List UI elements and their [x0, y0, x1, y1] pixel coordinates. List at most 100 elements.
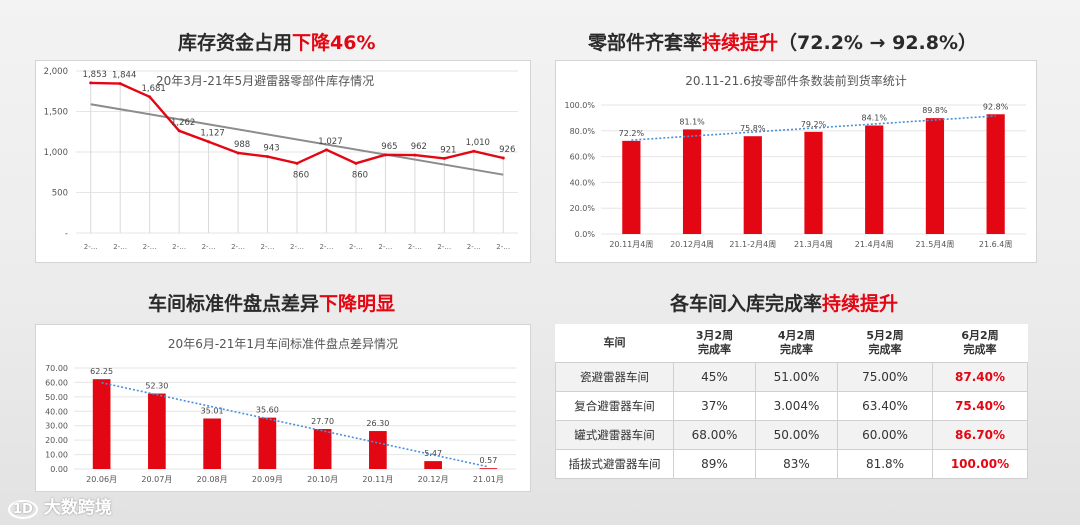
x-tick-label: 20.06月 — [86, 475, 117, 484]
table-cell-workshop: 罐式避雷器车间 — [555, 420, 674, 450]
y-tick-label: 40.0% — [570, 178, 596, 187]
table-cell: 50.00% — [755, 420, 838, 450]
data-point — [383, 153, 387, 157]
bar — [92, 379, 111, 469]
x-tick-label: 2-… — [349, 243, 363, 251]
bar — [313, 429, 332, 469]
heading-kitting-highlight: 持续提升 — [702, 32, 779, 54]
data-point — [177, 129, 181, 133]
heading-inventory-text: 库存资金占用 — [178, 32, 293, 54]
table-cell: 60.00% — [837, 420, 933, 450]
variance-chart-panel: 70.00 60.00 50.00 40.00 30.00 20.00 10.00 0.00 6… — [35, 324, 531, 492]
bar-label: 81.1% — [679, 117, 705, 126]
x-tick-label: 20.11月 — [362, 475, 393, 484]
header-jun-week2-label: 6月2周 — [961, 329, 999, 342]
y-tick-label: 2,000 — [44, 67, 68, 77]
bar-label: 5.47 — [424, 449, 442, 458]
heading-inventory: 库存资金占用下降46% — [178, 28, 376, 55]
heading-variance-text: 车间标准件盘点差异 — [148, 293, 320, 315]
x-tick-label: 2-… — [467, 243, 481, 251]
y-tick-label: 1,000 — [44, 148, 68, 158]
bar — [479, 468, 498, 469]
data-label: 1,844 — [112, 71, 136, 81]
x-tick-label: 2-… — [261, 243, 275, 251]
x-tick-label: 20.07月 — [141, 475, 172, 484]
data-label: 1,681 — [141, 84, 165, 94]
table-row: 复合避雷器车间 37% 3.004% 63.40% 75.40% — [555, 391, 1028, 421]
data-point — [266, 155, 270, 159]
y-tick-label: 20.0% — [570, 204, 596, 213]
bar-label: 62.25 — [90, 367, 113, 376]
data-point — [89, 81, 93, 85]
data-label: 1,127 — [200, 129, 224, 139]
x-tick-label: 20.10月 — [307, 475, 338, 484]
x-tick-label: 2-… — [143, 243, 157, 251]
table-row: 插拔式避雷器车间 89% 83% 81.8% 100.00% — [555, 449, 1028, 479]
y-tick-label: 0.00 — [50, 465, 68, 474]
bar-label: 84.1% — [862, 114, 888, 123]
x-tick-label: 20.11月4周 — [609, 240, 653, 249]
bar-label: 27.70 — [311, 417, 334, 426]
data-point — [413, 153, 417, 157]
y-tick-label: 500 — [52, 189, 68, 199]
y-tick-label: 50.00 — [45, 393, 68, 402]
y-tick-label: - — [65, 229, 68, 239]
bar — [622, 140, 641, 234]
header-mar-week2-label: 3月2周 — [695, 329, 734, 342]
variance-chart: 70.00 60.00 50.00 40.00 30.00 20.00 10.00 0.00 6… — [45, 364, 516, 484]
heading-completion: 各车间入库完成率持续提升 — [670, 289, 898, 316]
bar-label: 92.8% — [983, 102, 1009, 111]
x-tick-label: 21.3月4周 — [794, 240, 833, 249]
bar — [424, 461, 442, 469]
table-cell-workshop: 插拔式避雷器车间 — [555, 449, 674, 479]
table-cell: 75.00% — [837, 362, 933, 392]
bar — [743, 136, 762, 234]
brand-logo: 1D 大数跨境 — [8, 493, 112, 519]
data-point — [324, 148, 328, 152]
table-cell-highlight: 75.40% — [932, 391, 1028, 421]
data-label: 965 — [381, 142, 397, 152]
table-cell: 83% — [755, 449, 838, 479]
y-tick-label: 1,500 — [44, 108, 68, 118]
y-tick-label: 20.00 — [45, 436, 68, 445]
data-point — [295, 161, 299, 165]
bar-label: 89.8% — [922, 106, 948, 115]
table-cell: 3.004% — [755, 391, 838, 421]
table-cell: 37% — [673, 391, 756, 421]
x-tick-label: 2-… — [172, 243, 186, 251]
data-point — [148, 95, 152, 99]
header-apr-week2-label: 4月2周 — [777, 329, 816, 342]
x-tick-label: 2-… — [113, 243, 127, 251]
table-cell: 68.00% — [673, 420, 756, 450]
x-tick-label: 20.09月 — [252, 475, 283, 484]
y-tick-label: 10.00 — [45, 451, 68, 460]
table-cell-highlight: 100.00% — [932, 449, 1028, 479]
y-tick-label: 70.00 — [45, 364, 68, 373]
y-tick-label: 80.0% — [570, 127, 596, 136]
heading-inventory-highlight: 下降46% — [292, 32, 376, 54]
heading-completion-text: 各车间入库完成率 — [670, 293, 823, 315]
bar — [865, 125, 884, 234]
header-jun-week2: 6月2周 完成率 — [932, 324, 1028, 363]
x-tick-label: 2-… — [408, 243, 422, 251]
y-tick-label: 40.00 — [45, 407, 68, 416]
data-label: 1,027 — [318, 137, 342, 147]
table-cell: 63.40% — [837, 391, 933, 421]
header-jun-week2-sub: 完成率 — [963, 343, 997, 356]
heading-kitting: 零部件齐套率持续提升（72.2% → 92.8%） — [588, 28, 977, 55]
table-cell-highlight: 86.70% — [932, 420, 1028, 450]
bar — [258, 417, 277, 469]
x-tick-label: 2-… — [290, 243, 304, 251]
data-label: 1,853 — [83, 70, 107, 80]
bar-label: 26.30 — [366, 419, 389, 428]
y-tick-label: 60.0% — [570, 153, 596, 162]
kitting-chart: 100.0% 80.0% 60.0% 40.0% 20.0% 0.0% 72.2% 20.11… — [564, 101, 1026, 249]
bar — [148, 393, 166, 469]
inventory-chart-panel: 2,000 1,500 1,000 500 - 2-… 2-… 2-… 2-… 2-… 2-… 2-…… — [35, 60, 531, 263]
x-tick-label: 21.01月 — [473, 475, 504, 484]
x-tick-label: 2-… — [378, 243, 392, 251]
kitting-chart-title: 20.11-21.6按零部件条数装前到货率统计 — [685, 74, 907, 88]
header-may-week2-label: 5月2周 — [866, 329, 904, 342]
table-cell: 51.00% — [755, 362, 838, 392]
data-point — [501, 156, 505, 160]
